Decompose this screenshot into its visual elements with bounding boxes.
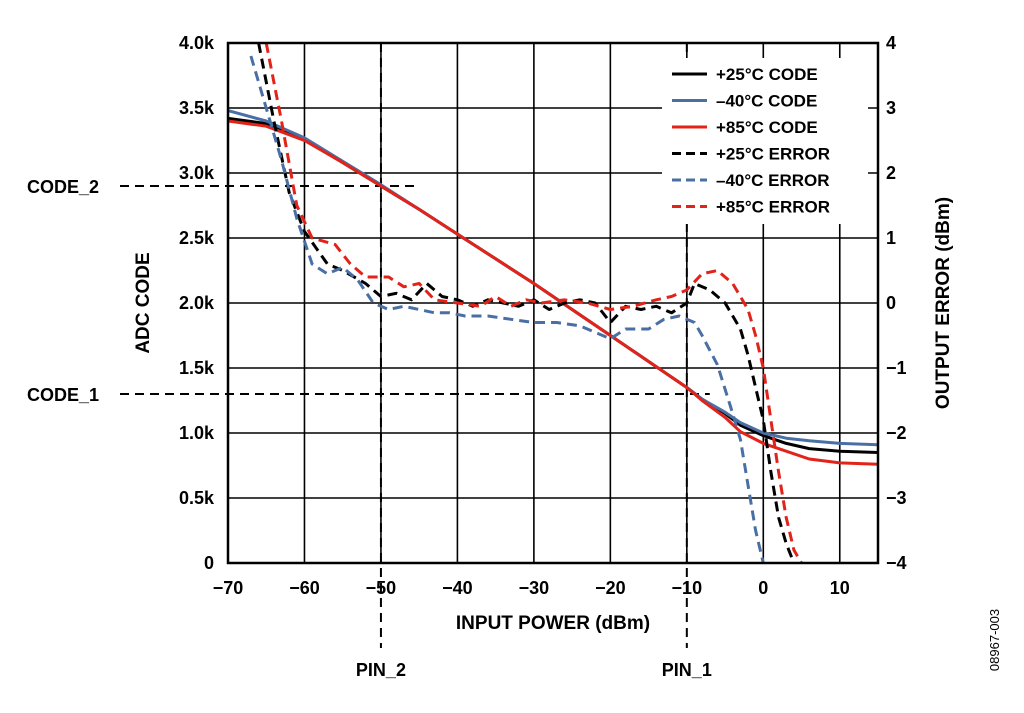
y-right-tick-label: 1 <box>886 228 896 248</box>
series-line-5 <box>264 43 803 563</box>
y-left-tick-label: 2.0k <box>179 293 215 313</box>
series-line-4 <box>249 55 765 563</box>
x-tick-label: 0 <box>758 578 768 598</box>
legend-entry-4: –40°C ERROR <box>716 171 830 190</box>
x-tick-label: −10 <box>672 578 703 598</box>
y-left-tick-label: 2.5k <box>179 228 215 248</box>
legend-entry-0: +25°C CODE <box>716 65 818 84</box>
series-line-3 <box>257 43 796 563</box>
legend-entry-5: +85°C ERROR <box>716 198 830 217</box>
y-left-axis-title: ADC CODE <box>133 252 154 353</box>
legend-entry-2: +85°C CODE <box>716 118 818 137</box>
legend-box <box>662 58 868 224</box>
figure-id: 08967-003 <box>987 609 1002 671</box>
y-left-tick-label: 0 <box>204 553 214 573</box>
x-tick-label: 10 <box>830 578 850 598</box>
x-tick-label: −20 <box>595 578 626 598</box>
reference-lines <box>120 43 710 648</box>
y-right-tick-label: −1 <box>886 358 907 378</box>
x-tick-label: −40 <box>442 578 473 598</box>
y-right-tick-label: −2 <box>886 423 907 443</box>
series-lines <box>228 43 878 563</box>
y-left-tick-label: 4.0k <box>179 33 215 53</box>
marker-labels: CODE_1 CODE_2 PIN_1 PIN_2 <box>27 177 712 680</box>
x-tick-label: −70 <box>213 578 244 598</box>
axis-titles: INPUT POWER (dBm) ADC CODE OUTPUT ERROR (d… <box>133 197 1002 671</box>
x-tick-label: −60 <box>289 578 320 598</box>
tick-labels: −70 −60 −50 −40 −30 −20 −10 0 1000.5k1.0k1.5k2.0… <box>179 33 907 598</box>
y-left-tick-label: 3.5k <box>179 98 215 118</box>
y-right-tick-label: −3 <box>886 488 907 508</box>
marker-label-code-2: CODE_2 <box>27 177 99 197</box>
y-right-tick-label: 0 <box>886 293 896 313</box>
marker-label-pin-1: PIN_1 <box>662 660 712 680</box>
y-right-tick-label: 2 <box>886 163 896 183</box>
y-right-tick-label: 3 <box>886 98 896 118</box>
x-tick-label: −50 <box>366 578 397 598</box>
y-left-tick-label: 1.5k <box>179 358 215 378</box>
y-left-tick-label: 0.5k <box>179 488 215 508</box>
marker-label-code-1: CODE_1 <box>27 385 99 405</box>
y-right-tick-label: 4 <box>886 33 896 53</box>
x-tick-label: −30 <box>519 578 550 598</box>
marker-label-pin-2: PIN_2 <box>356 660 406 680</box>
y-right-axis-title: OUTPUT ERROR (dBm) <box>933 197 954 409</box>
y-right-tick-label: −4 <box>886 553 907 573</box>
plot-frame <box>226 41 880 565</box>
legend-entry-3: +25°C ERROR <box>716 145 830 164</box>
legend: +25°C CODE –40°C CODE +85°C CODE +25°C ERRO… <box>662 58 868 224</box>
x-axis-title: INPUT POWER (dBm) <box>456 613 650 634</box>
y-left-tick-label: 3.0k <box>179 163 215 183</box>
series-line-2 <box>228 119 878 466</box>
legend-entry-1: –40°C CODE <box>716 92 817 111</box>
y-left-tick-label: 1.0k <box>179 423 215 443</box>
